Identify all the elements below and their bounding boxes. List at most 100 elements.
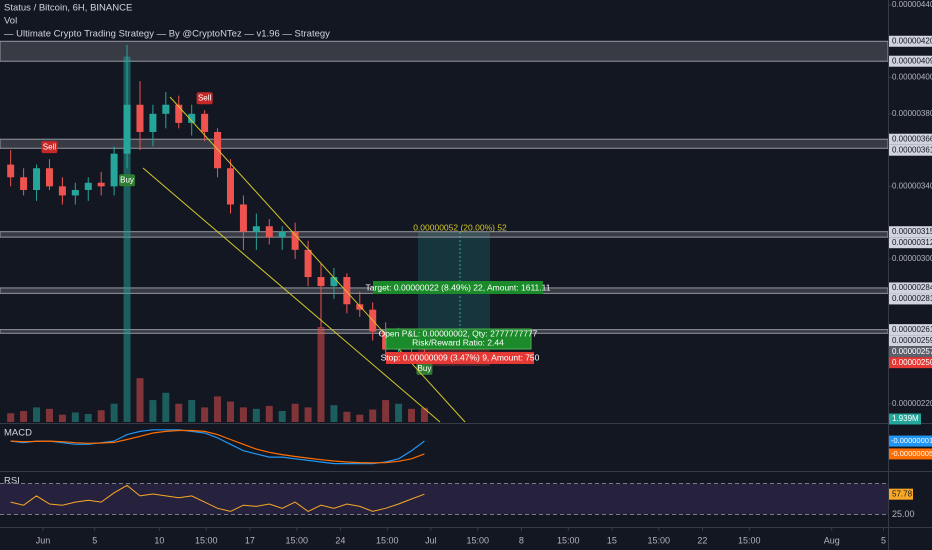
volume-bar: [291, 403, 299, 422]
signal-box: [119, 174, 136, 187]
y-tick-label: 0.00000380: [892, 109, 932, 118]
candle-body: [20, 177, 28, 190]
volume-bar: [45, 408, 53, 422]
candle-body: [239, 204, 247, 232]
candle-body: [71, 189, 79, 196]
x-tick-label: 15:00: [376, 535, 399, 545]
volume-bar: [162, 392, 170, 422]
macd-line: [10, 429, 425, 464]
volume-bar: [214, 396, 222, 422]
candle-body: [252, 226, 260, 232]
rsi-band: [0, 483, 888, 515]
volume-bar: [149, 400, 157, 422]
y-tick-label: 0.00000400: [892, 73, 932, 82]
candle-body: [110, 153, 118, 187]
y-tick-label: 0.00000420: [892, 36, 932, 45]
volume-bar: [20, 411, 28, 422]
y-label-box: [889, 144, 932, 156]
zone: [0, 231, 889, 238]
volume-bar: [395, 403, 403, 422]
volume-bar: [304, 407, 312, 422]
signal-box: [416, 362, 433, 375]
signal-label: Buy: [418, 364, 432, 373]
volume-bar: [226, 401, 234, 422]
volume-last-label: 1.939M: [892, 414, 919, 423]
x-tick-label: 15:00: [467, 535, 490, 545]
candle-body: [97, 182, 105, 187]
y-tick-label: 0.00000440: [892, 0, 932, 9]
rsi-line: [10, 484, 425, 512]
x-tick-label: Jul: [425, 535, 437, 545]
stop-label: Stop: 0.00000009 (3.47%) 9, Amount: 750: [381, 352, 540, 362]
target-label: Target: 0.00000022 (8.49%) 22, Amount: 1…: [366, 282, 551, 292]
y-tick-label: 0.00000284: [892, 283, 932, 292]
x-tick-label: 5: [881, 535, 886, 545]
candle-body: [123, 104, 131, 154]
y-tick-label: 0.00000312: [892, 238, 932, 247]
signal-label: Sell: [198, 93, 212, 102]
y-tick-label: 0.00000250: [892, 358, 932, 367]
y-label-box: [889, 293, 932, 305]
candle-body: [201, 113, 209, 132]
x-tick-label: 15:00: [557, 535, 580, 545]
volume-bar: [188, 400, 196, 422]
x-tick-label: 5: [92, 535, 97, 545]
y-label-box: [889, 335, 932, 347]
channel-lower: [142, 167, 441, 423]
volume-last-box: [889, 413, 921, 425]
candle-body: [84, 182, 92, 190]
y-label-box: [889, 133, 932, 145]
candle-body: [343, 277, 351, 305]
volume-bar: [239, 407, 247, 422]
y-label-box: [889, 226, 932, 238]
macd-last-box: [889, 435, 932, 447]
volume-bar: [110, 403, 118, 422]
y-tick-label: 0.00000315: [892, 227, 932, 236]
y-tick-label: 0.00000257: [892, 347, 932, 356]
volume-bar: [33, 407, 41, 422]
volume-indicator: Vol: [4, 16, 17, 27]
volume-bar: [382, 400, 390, 422]
volume-bar: [252, 408, 260, 422]
pnl-label: Open P&L: 0.00000002, Qty: 2777777777: [379, 328, 538, 338]
macd-last-box: [889, 448, 932, 460]
position-top-label: 0.00000052 (20.00%) 52: [413, 222, 507, 232]
x-tick-label: 15: [607, 535, 617, 545]
pnl-box: [385, 328, 532, 350]
signal-box: [196, 92, 213, 105]
x-tick-label: 17: [245, 535, 255, 545]
y-label-box: [889, 237, 932, 249]
candle-body: [162, 104, 170, 114]
volume-bar: [84, 413, 92, 422]
y-tick-label: 0.00000409: [892, 56, 932, 65]
candle-body: [149, 113, 157, 132]
volume-bar: [356, 414, 364, 422]
candle-body: [330, 277, 338, 287]
x-tick-label: 15:00: [648, 535, 671, 545]
volume-bar: [175, 403, 183, 422]
volume-bar: [97, 410, 105, 422]
candle-body: [356, 304, 364, 310]
y-tick-label: 0.00000261: [892, 325, 932, 334]
candle-body: [7, 164, 15, 178]
zone: [0, 138, 889, 149]
macd-line: [10, 429, 425, 465]
candle-body: [265, 226, 273, 238]
volume-bar: [369, 409, 377, 422]
strategy-name: — Ultimate Crypto Trading Strategy — By …: [4, 29, 330, 40]
volume-bar: [71, 412, 79, 422]
y-label-box: [889, 324, 932, 336]
macd-last-label: -0.00000005: [891, 449, 932, 458]
x-tick-label: 15:00: [195, 535, 218, 545]
macd-title: MACD: [4, 428, 32, 439]
y-tick-label: 0.00000220: [892, 399, 932, 408]
y-tick-label: 0.00000361: [892, 145, 932, 154]
volume-bar: [7, 413, 15, 422]
candle-body: [58, 186, 66, 196]
candle-body: [226, 168, 234, 205]
volume-bar: [136, 378, 144, 422]
candle-body: [136, 104, 144, 132]
